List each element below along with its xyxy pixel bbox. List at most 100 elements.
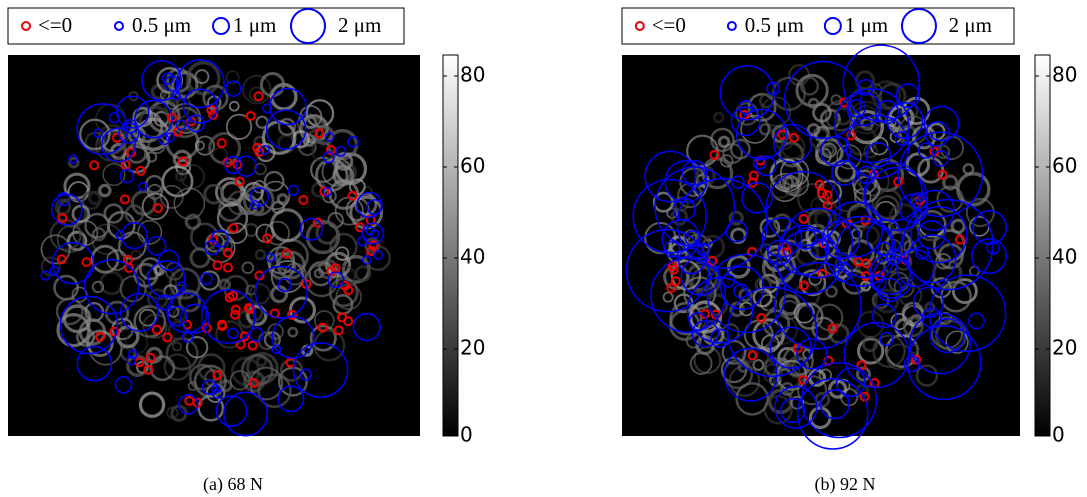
- overlay-large: [730, 106, 761, 137]
- overlay-large: [912, 286, 945, 318]
- texture: [854, 383, 870, 399]
- texture: [84, 212, 111, 239]
- overlay-small: [222, 247, 233, 258]
- colorbar-label: 40: [460, 245, 485, 269]
- overlay-large: [199, 272, 213, 286]
- texture: [939, 280, 972, 313]
- overlay-large: [292, 342, 349, 398]
- overlay-small: [846, 130, 857, 141]
- overlay-small: [206, 104, 217, 115]
- texture: [241, 261, 255, 275]
- overlay-large: [366, 199, 383, 216]
- overlay-small: [817, 188, 828, 199]
- overlay-large: [719, 65, 775, 121]
- texture: [669, 309, 701, 341]
- overlay-large: [162, 72, 175, 85]
- overlay-large: [731, 175, 745, 190]
- texture: [56, 312, 91, 348]
- overlay-large: [820, 135, 851, 167]
- overlay-large: [885, 248, 903, 265]
- texture: [765, 245, 781, 262]
- texture: [769, 177, 792, 199]
- legend-marker: [21, 21, 31, 31]
- overlay-large: [182, 88, 219, 124]
- overlay-large: [134, 99, 173, 139]
- overlay-large: [271, 315, 315, 359]
- overlay-large: [846, 91, 881, 127]
- overlay-small: [57, 213, 68, 224]
- overlay-large: [864, 167, 929, 231]
- overlay-large: [59, 295, 119, 355]
- texture: [263, 170, 285, 192]
- texture: [752, 287, 773, 308]
- texture: [132, 106, 154, 128]
- texture: [149, 355, 176, 382]
- overlay-large: [902, 198, 994, 291]
- texture: [147, 100, 181, 134]
- overlay-large: [915, 245, 930, 260]
- overlay-large: [299, 217, 323, 241]
- texture: [302, 133, 316, 147]
- overlay-large: [928, 274, 1007, 353]
- overlay-large: [201, 379, 218, 396]
- overlay-large: [352, 312, 381, 342]
- overlay-small: [347, 190, 358, 201]
- overlay-small: [262, 233, 273, 244]
- overlay-large: [968, 312, 985, 330]
- texture: [945, 330, 969, 354]
- overlay-large: [235, 155, 257, 177]
- texture: [171, 71, 199, 99]
- overlay-small: [227, 290, 238, 301]
- overlay-large: [726, 286, 818, 378]
- overlay-small: [861, 258, 872, 269]
- overlay-large: [254, 265, 308, 319]
- overlay-large: [128, 349, 138, 360]
- overlay-small: [666, 282, 677, 293]
- texture: [313, 329, 346, 362]
- overlay-large: [271, 344, 282, 355]
- overlay-large: [691, 320, 719, 348]
- overlay-large: [857, 78, 874, 96]
- overlay-large: [101, 127, 136, 163]
- overlay-large: [51, 241, 95, 285]
- texture: [758, 123, 772, 136]
- overlay-large: [663, 240, 681, 258]
- colorbar-label: 80: [460, 63, 485, 87]
- overlay-large: [115, 230, 125, 240]
- overlay-large: [894, 131, 910, 146]
- texture: [662, 291, 674, 303]
- overlay-large: [924, 121, 951, 147]
- overlay-large: [735, 108, 788, 160]
- overlay-large: [166, 292, 208, 334]
- overlay-large: [227, 327, 239, 340]
- texture: [84, 131, 106, 153]
- texture: [276, 193, 289, 206]
- overlay-small: [298, 194, 309, 205]
- overlay-small: [248, 377, 259, 388]
- overlay-large: [863, 162, 923, 222]
- overlay-large: [373, 250, 384, 260]
- texture: [741, 348, 757, 364]
- panel: <=0 0.5 μm 1 μm 2 μm 80 60 40 20 0 (a) 68 N: [7, 7, 485, 495]
- texture: [915, 364, 939, 387]
- overlay-small: [326, 266, 337, 277]
- legend-marker: [900, 8, 937, 44]
- overlay-large: [324, 132, 335, 142]
- texture: [269, 208, 305, 243]
- overlay-large: [178, 394, 199, 415]
- overlay-small: [954, 234, 965, 245]
- overlay-large: [181, 331, 194, 343]
- overlay-small: [208, 109, 219, 120]
- texture: [712, 111, 725, 124]
- overlay-large: [211, 388, 223, 399]
- overlay-large: [733, 283, 749, 299]
- overlay-small: [109, 326, 120, 337]
- overlay-large: [56, 192, 71, 207]
- overlay-small: [798, 213, 809, 224]
- overlay-small: [707, 255, 718, 266]
- texture: [246, 304, 268, 327]
- texture: [277, 117, 296, 136]
- overlay-large: [215, 395, 248, 427]
- overlay-small: [368, 240, 379, 251]
- colorbar-label: 40: [1052, 245, 1077, 269]
